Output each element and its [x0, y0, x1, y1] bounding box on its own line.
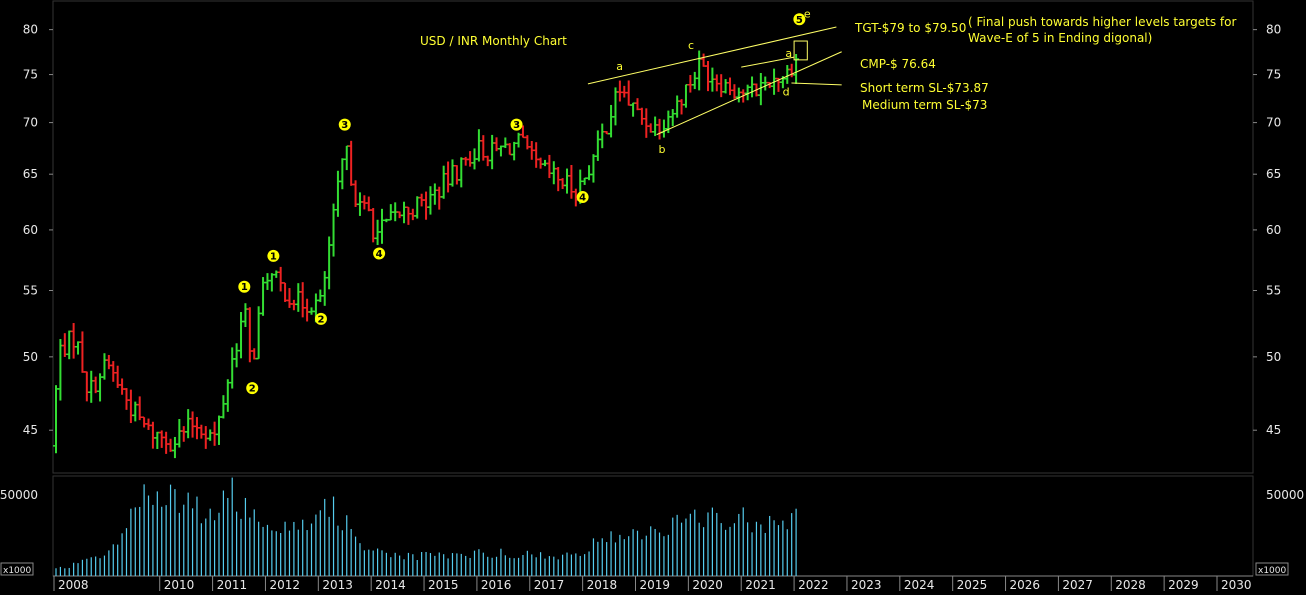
wave-marker-label: 1: [241, 282, 248, 293]
wave-marker-label: 4: [376, 249, 383, 260]
time-tick-label: 2025: [957, 578, 988, 591]
volume-unit-left: x1000: [3, 566, 32, 576]
wave-markers: 1 2 1 2 3 4 3 4 5 a b c d a e: [238, 8, 811, 395]
price-tick-label-right: 60: [1266, 223, 1281, 237]
time-tick-label: 2030: [1221, 578, 1252, 591]
wave-letter-label: a: [785, 47, 792, 60]
price-bars: [53, 50, 800, 459]
sl-pointer-line[interactable]: [791, 82, 842, 86]
trendlines: [587, 26, 842, 136]
wave-marker-label: 4: [579, 193, 586, 204]
time-tick-label: 2023: [851, 578, 882, 591]
time-tick-label: 2027: [1062, 578, 1093, 591]
wave-letter-label: e: [804, 8, 811, 21]
wave-marker-label: 3: [341, 120, 348, 131]
price-tick-label-right: 50: [1266, 350, 1281, 364]
wave-letter-label: a: [616, 60, 623, 73]
wave-marker: [238, 280, 251, 293]
time-tick-label: 2014: [375, 578, 406, 591]
annotation-medium-sl: Medium term SL-$73: [862, 98, 987, 112]
volume-panel-frame: [52, 475, 1254, 577]
time-tick-label: 2015: [428, 578, 459, 591]
time-tick-label: 2008: [58, 578, 89, 591]
time-tick-label: 2011: [217, 578, 248, 591]
volume-tick-label-right: 50000: [1266, 488, 1304, 502]
time-tick-label: 2026: [1010, 578, 1041, 591]
price-tick-label-right: 55: [1266, 283, 1281, 297]
volume-bars: [55, 477, 797, 576]
wave-marker: [793, 13, 806, 26]
wave-letter-label: b: [658, 143, 665, 156]
price-tick-label-left: 65: [23, 167, 38, 181]
annotation-note-line1: ( Final push towards higher levels targe…: [968, 15, 1236, 29]
price-tick-label-left: 50: [23, 350, 38, 364]
wave-marker: [510, 118, 523, 131]
time-tick-label: 2018: [587, 578, 618, 591]
wave-marker-label: 2: [317, 314, 324, 325]
price-tick-label-left: 60: [23, 223, 38, 237]
price-tick-label-left: 45: [23, 423, 38, 437]
time-tick-label: 2024: [904, 578, 935, 591]
wave-letter-label: c: [688, 39, 694, 52]
volume-unit-box-right: [1255, 562, 1289, 576]
wave-marker-label: 2: [249, 384, 256, 395]
axes: 45 45 50 50 55 55 60 60 65 65 70 70 75 75 80 80 50000 500…: [0, 23, 1304, 592]
wave-marker-label: 5: [796, 15, 803, 26]
time-tick-label: 2020: [692, 578, 723, 591]
wave-marker: [246, 382, 259, 395]
time-tick-label: 2010: [164, 578, 195, 591]
wave-marker: [267, 249, 280, 262]
wave-letter-label: d: [783, 85, 790, 98]
time-tick-label: 2017: [534, 578, 565, 591]
time-tick-label: 2019: [640, 578, 671, 591]
price-tick-label-right: 65: [1266, 167, 1281, 181]
time-tick-label: 2013: [322, 578, 353, 591]
time-tick-label: 2016: [481, 578, 512, 591]
inner-upper-trendline[interactable]: [741, 56, 795, 68]
price-tick-label-right: 70: [1266, 116, 1281, 130]
time-tick-label: 2021: [745, 578, 776, 591]
lower-trendline[interactable]: [656, 51, 842, 136]
wave-marker-label: 3: [513, 120, 520, 131]
chart-title: USD / INR Monthly Chart: [420, 34, 567, 48]
price-tick-label-right: 75: [1266, 68, 1281, 82]
volume-unit-box-left: [0, 562, 34, 576]
price-tick-label-left: 75: [23, 68, 38, 82]
annotation-short-sl: Short term SL-$73.87: [860, 81, 989, 95]
price-tick-label-right: 45: [1266, 423, 1281, 437]
target-box[interactable]: [793, 40, 808, 61]
annotation-target: TGT-$79 to $79.50: [854, 21, 966, 35]
price-panel-frame: [52, 0, 1254, 474]
price-tick-label-left: 55: [23, 283, 38, 297]
price-tick-label-left: 70: [23, 116, 38, 130]
wave-marker: [338, 118, 351, 131]
time-tick-label: 2029: [1168, 578, 1199, 591]
time-tick-label: 2022: [798, 578, 829, 591]
wave-marker: [314, 312, 327, 325]
time-tick-label: 2012: [269, 578, 300, 591]
upper-trendline[interactable]: [587, 26, 837, 85]
wave-marker: [576, 191, 589, 204]
price-tick-label-right: 80: [1266, 23, 1281, 37]
price-tick-label-left: 80: [23, 23, 38, 37]
volume-tick-label-left: 50000: [0, 488, 38, 502]
annotation-note-line2: Wave-E of 5 in Ending digonal): [968, 31, 1152, 45]
wave-marker-label: 1: [270, 251, 277, 262]
wave-marker: [373, 247, 386, 260]
time-tick-label: 2028: [1115, 578, 1146, 591]
volume-unit-right: x1000: [1258, 566, 1287, 576]
annotation-cmp: CMP-$ 76.64: [860, 57, 936, 71]
